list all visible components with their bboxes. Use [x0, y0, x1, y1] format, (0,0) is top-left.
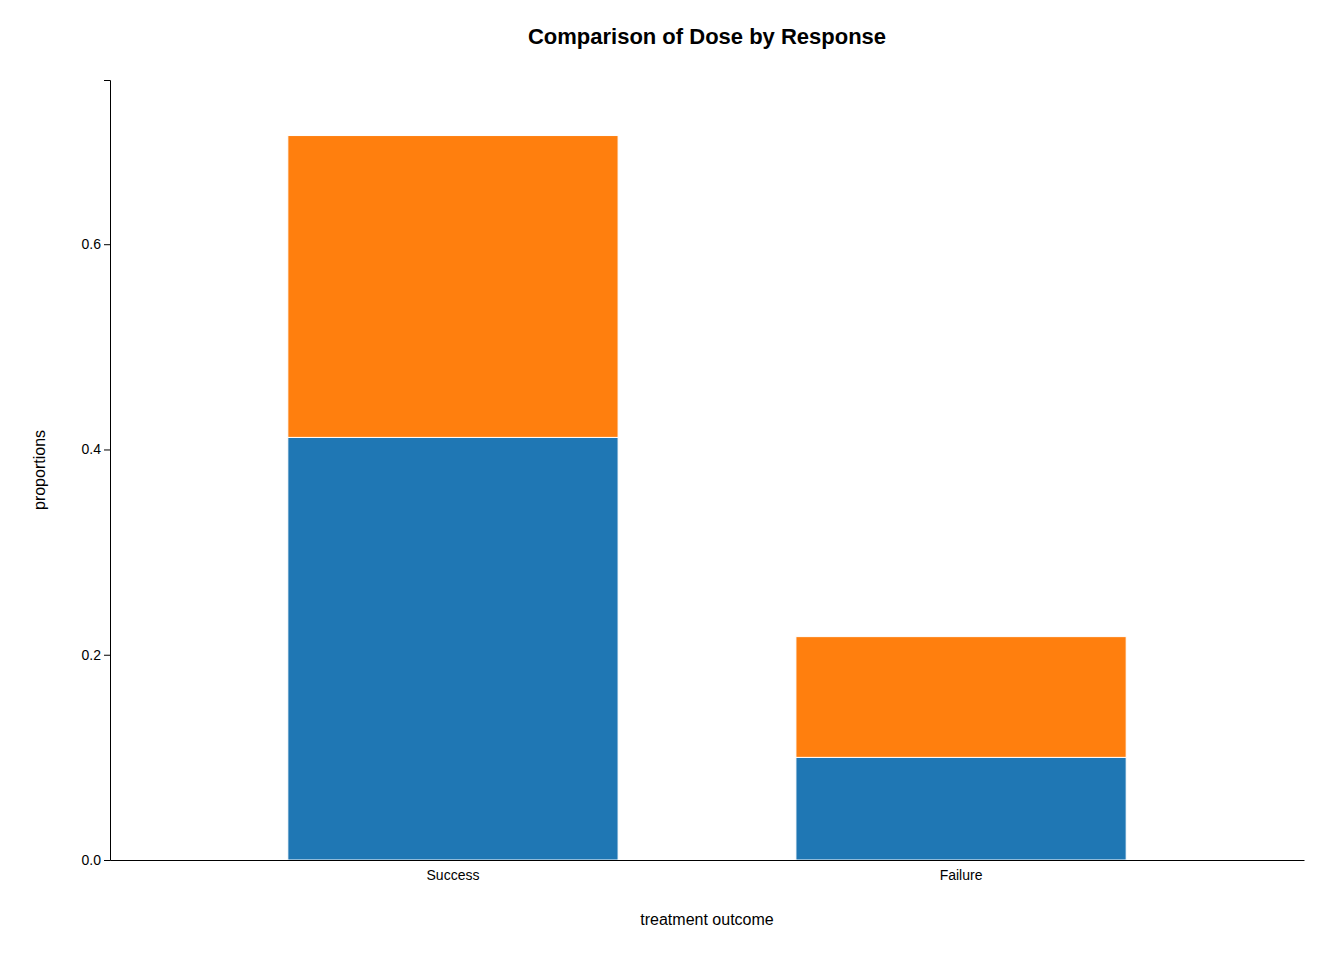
- tick: 0.4: [82, 441, 110, 457]
- title: Comparison of Dose by Response: [528, 24, 886, 49]
- x-axis: Success Failure: [111, 861, 1305, 883]
- tick-label: Failure: [940, 867, 983, 883]
- tick: 0.0: [82, 852, 110, 868]
- tick: Failure: [940, 867, 983, 883]
- tick-label: 0.2: [82, 647, 102, 663]
- bars: [288, 136, 1126, 860]
- tick-mark: [104, 449, 110, 450]
- plot: Success Failure 0.0 0.2 0.4 0.6: [82, 81, 1305, 883]
- tick-label: 0.6: [82, 236, 102, 252]
- series: [288, 437, 1126, 860]
- tick: Success: [426, 867, 479, 883]
- bar-segment: [288, 437, 618, 860]
- axis-line: [111, 860, 1305, 861]
- y-axis-title: proportions: [31, 430, 48, 510]
- tick-label: 0.4: [82, 441, 102, 457]
- bar-segment: [796, 757, 1126, 860]
- bar-segment: [796, 637, 1126, 758]
- tick-label: 0.0: [82, 852, 102, 868]
- bar-segment: [288, 136, 618, 438]
- series: [288, 136, 1126, 758]
- axis-line: [104, 81, 111, 861]
- tick: 0.6: [82, 236, 110, 252]
- x-axis-title: treatment outcome: [640, 911, 774, 928]
- tick-label: Success: [426, 867, 479, 883]
- tick: 0.2: [82, 647, 110, 663]
- y-axis: 0.0 0.2 0.4 0.6: [82, 81, 111, 868]
- tick-mark: [104, 655, 110, 656]
- tick-mark: [104, 860, 110, 861]
- tick-mark: [104, 244, 110, 245]
- chart: Success Failure 0.0 0.2 0.4 0.6 Comparison of …: [0, 0, 1344, 960]
